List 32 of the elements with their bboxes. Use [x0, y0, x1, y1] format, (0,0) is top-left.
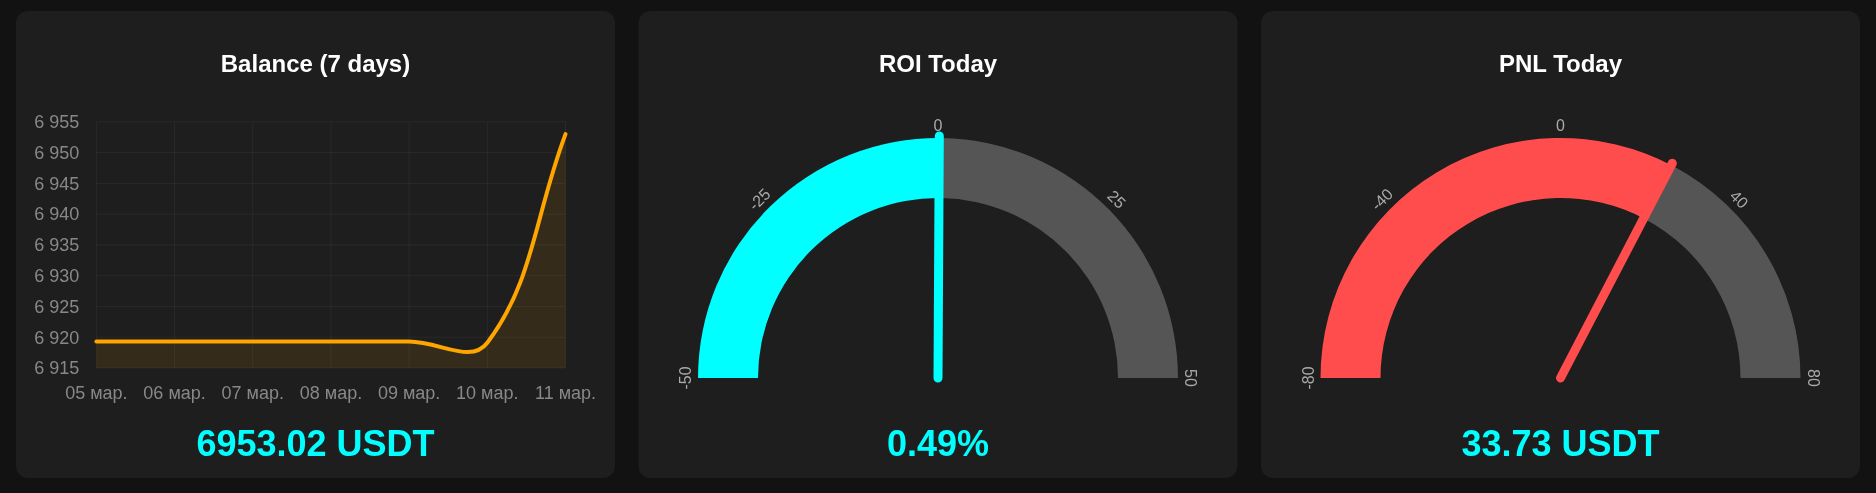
text: 0.49%: [886, 423, 990, 464]
y-tick-label: 6 920: [34, 327, 80, 348]
y-tick-label: 6 930: [34, 265, 80, 286]
text: 0: [1556, 116, 1566, 134]
x-tick-label: 09 мар.: [377, 383, 441, 403]
x-tick-label: 11 мар.: [534, 383, 597, 403]
y-tick-label: 6 940: [34, 204, 80, 225]
text: -25: [744, 184, 774, 214]
y-tick-label: 6 925: [34, 296, 80, 317]
x-tick-label: 10 мар.: [456, 383, 519, 403]
y-tick-label: 6 950: [34, 142, 80, 163]
y-tick-label: 6 945: [34, 173, 80, 194]
y-tick-label: 6 915: [34, 358, 80, 379]
text: 0: [933, 116, 943, 134]
x-tick-label: 05 мар.: [65, 383, 128, 403]
x-tick-label: 06 мар.: [143, 383, 206, 403]
chart-title: PNL Today: [1498, 50, 1623, 77]
text: 6953.02 USDT: [196, 423, 435, 464]
text: -80: [1299, 366, 1316, 390]
chart-title: ROI Today: [878, 50, 998, 77]
chart-title: Balance (7 days): [220, 50, 411, 77]
text: 80: [1805, 369, 1822, 387]
text: 25: [1104, 186, 1130, 212]
text: -50: [676, 366, 694, 390]
y-tick-label: 6 955: [34, 112, 80, 133]
x-tick-label: 08 мар.: [299, 383, 363, 403]
x-tick-label: 07 мар.: [221, 383, 284, 403]
text: 33.73 USDT: [1461, 423, 1660, 464]
y-tick-label: 6 935: [34, 235, 80, 256]
text: 50: [1182, 369, 1200, 387]
text: -40: [1367, 184, 1396, 214]
text: 40: [1727, 186, 1752, 212]
